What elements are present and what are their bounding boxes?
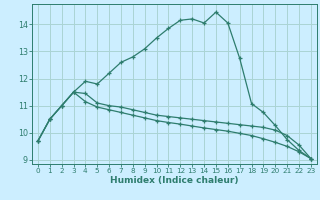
X-axis label: Humidex (Indice chaleur): Humidex (Indice chaleur) [110, 176, 239, 185]
